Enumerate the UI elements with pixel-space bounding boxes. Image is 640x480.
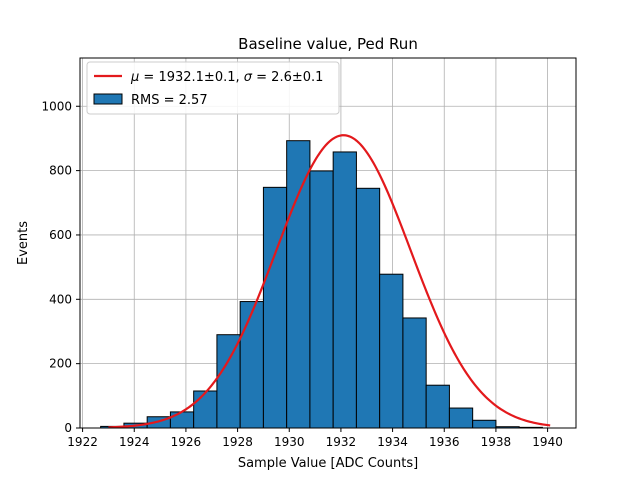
legend-histogram-swatch — [93, 93, 123, 105]
legend-fit-mu-symbol: μ — [130, 70, 139, 85]
histogram-bar — [216, 334, 241, 429]
histogram-bar — [402, 317, 427, 429]
x-tick-label: 1928 — [222, 435, 253, 449]
x-tick-label: 1936 — [429, 435, 460, 449]
x-tick-label: 1934 — [377, 435, 408, 449]
y-tick-label: 600 — [49, 228, 72, 242]
legend-box — [86, 61, 340, 115]
gaussian-fit-line — [108, 134, 551, 429]
histogram-bar — [425, 384, 450, 429]
x-tick-label: 1924 — [119, 435, 150, 449]
x-tick-label: 1922 — [67, 435, 98, 449]
histogram-bar — [355, 187, 381, 429]
histogram-bar — [448, 407, 474, 429]
y-axis-label: Events — [16, 221, 31, 265]
legend-fit-sigma-symbol: σ — [244, 70, 253, 85]
x-tick-label: 1938 — [481, 435, 512, 449]
plot-frame — [79, 57, 577, 429]
histogram-bar — [332, 151, 357, 429]
legend-fit-label: μ = 1932.1±0.1, σ = 2.6±0.1 — [130, 70, 323, 85]
y-axis-ticks: 0 200 400 600 800 1000 — [41, 99, 80, 435]
y-tick-label: 0 — [64, 421, 72, 435]
x-tick-label: 1940 — [532, 435, 563, 449]
histogram-bar — [309, 170, 334, 429]
x-tick-label: 1926 — [171, 435, 202, 449]
x-tick-label: 1932 — [326, 435, 357, 449]
histogram-bar — [472, 419, 497, 429]
y-tick-label: 200 — [49, 357, 72, 371]
x-axis-ticks: 1922 1924 1926 1928 1930 1932 1934 1936 1938 1940 — [67, 428, 563, 449]
legend-fit-mu-value: = 1932.1±0.1, — [139, 70, 243, 85]
histogram-bar — [239, 301, 264, 429]
legend-fit-sigma-value: = 2.6±0.1 — [252, 70, 323, 85]
chart-title: Baseline value, Ped Run — [238, 35, 418, 53]
legend-histogram-label: RMS = 2.57 — [131, 93, 208, 108]
histogram-bar — [169, 411, 195, 429]
legend: μ = 1932.1±0.1, σ = 2.6±0.1 RMS = 2.57 — [86, 61, 340, 115]
y-tick-label: 1000 — [41, 99, 72, 113]
histogram-bar — [286, 140, 311, 429]
x-axis-label: Sample Value [ADC Counts] — [238, 456, 418, 471]
histogram-bar — [262, 186, 288, 429]
y-tick-label: 800 — [49, 164, 72, 178]
histogram-bar — [379, 273, 404, 429]
x-tick-label: 1930 — [274, 435, 305, 449]
y-tick-label: 400 — [49, 292, 72, 306]
histogram-bar — [193, 390, 218, 429]
